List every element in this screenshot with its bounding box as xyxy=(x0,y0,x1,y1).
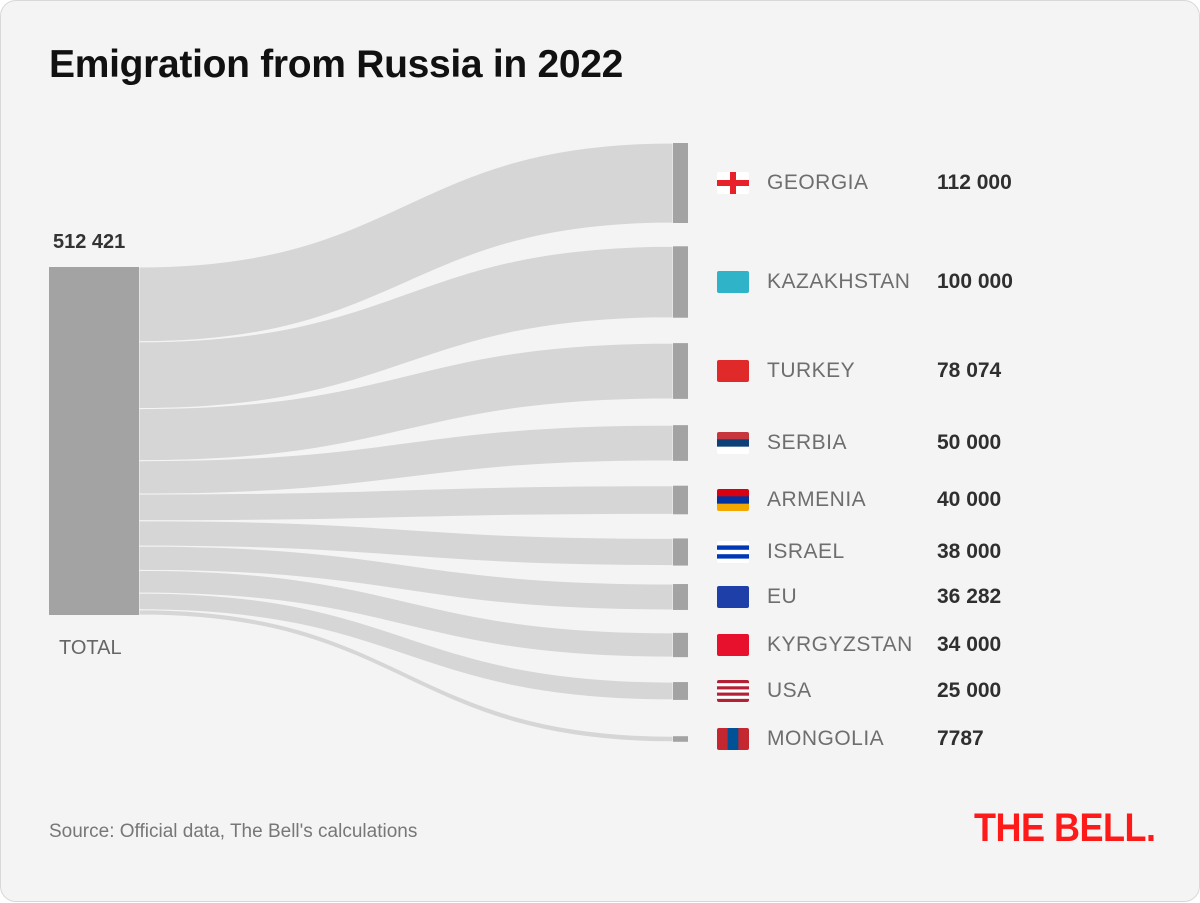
target-value: 78 074 xyxy=(937,359,1002,382)
mongolia-flag-icon xyxy=(717,728,749,750)
target-label: TURKEY xyxy=(767,359,856,382)
armenia-flag-icon xyxy=(717,489,749,511)
node-serbia xyxy=(673,425,688,461)
target-value: 36 282 xyxy=(937,585,1002,608)
target-label: KAZAKHSTAN xyxy=(767,270,911,293)
node-mongolia xyxy=(673,736,688,742)
target-label: ARMENIA xyxy=(767,488,867,511)
kyrgyzstan-flag-icon xyxy=(717,634,749,656)
target-value: 34 000 xyxy=(937,633,1002,656)
node-georgia xyxy=(673,143,688,223)
node-armenia xyxy=(673,485,688,515)
link-usa xyxy=(138,592,674,701)
target-value: 25 000 xyxy=(937,679,1002,702)
link-armenia xyxy=(138,485,674,522)
turkey-flag-icon xyxy=(717,360,749,382)
target-label: EU xyxy=(767,585,798,608)
target-row: TURKEY 78 074 xyxy=(717,356,1001,386)
usa-flag-icon xyxy=(717,680,749,702)
target-value: 38 000 xyxy=(937,540,1002,563)
node-kazakhstan xyxy=(673,246,688,318)
target-label: SERBIA xyxy=(767,431,848,454)
target-row: USA 25 000 xyxy=(717,676,1001,706)
eu-flag-icon xyxy=(717,586,749,608)
target-value: 40 000 xyxy=(937,488,1002,511)
target-value: 100 000 xyxy=(937,270,1013,293)
georgia-flag-icon xyxy=(717,172,749,194)
node-usa xyxy=(673,682,688,700)
node-kyrgyzstan xyxy=(673,632,688,658)
target-label: ISRAEL xyxy=(767,540,845,563)
total-value-label: 512 421 xyxy=(53,231,126,253)
node-israel xyxy=(673,538,688,566)
target-label: MONGOLIA xyxy=(767,727,885,750)
node-total xyxy=(49,267,139,615)
source-note: Source: Official data, The Bell's calcul… xyxy=(49,821,418,842)
target-row: SERBIA 50 000 xyxy=(717,428,1001,458)
target-value: 112 000 xyxy=(937,171,1012,194)
node-turkey xyxy=(673,343,688,399)
link-eu xyxy=(138,545,674,611)
target-label: KYRGYZSTAN xyxy=(767,633,913,656)
the-bell-logo: THE BELL. xyxy=(974,804,1156,850)
target-label: USA xyxy=(767,679,812,702)
node-eu xyxy=(673,584,688,610)
target-value: 7787 xyxy=(937,727,984,750)
target-value: 50 000 xyxy=(937,431,1002,454)
serbia-flag-icon xyxy=(717,432,749,454)
link-mongolia xyxy=(138,609,674,743)
total-label: TOTAL xyxy=(59,637,122,659)
kazakhstan-flag-icon xyxy=(717,271,749,293)
link-turkey xyxy=(138,342,674,462)
israel-flag-icon xyxy=(717,541,749,563)
target-row: ISRAEL 38 000 xyxy=(717,537,1001,567)
target-row: EU 36 282 xyxy=(717,582,1001,612)
chart-title: Emigration from Russia in 2022 xyxy=(49,43,624,86)
target-row: ARMENIA 40 000 xyxy=(717,485,1001,515)
target-row: KAZAKHSTAN 100 000 xyxy=(717,267,1013,297)
target-row: KYRGYZSTAN 34 000 xyxy=(717,630,1001,660)
target-label: GEORGIA xyxy=(767,171,869,194)
target-row: GEORGIA 112 000 xyxy=(717,168,1012,198)
link-kyrgyzstan xyxy=(138,569,674,658)
target-row: MONGOLIA 7787 xyxy=(717,724,984,754)
